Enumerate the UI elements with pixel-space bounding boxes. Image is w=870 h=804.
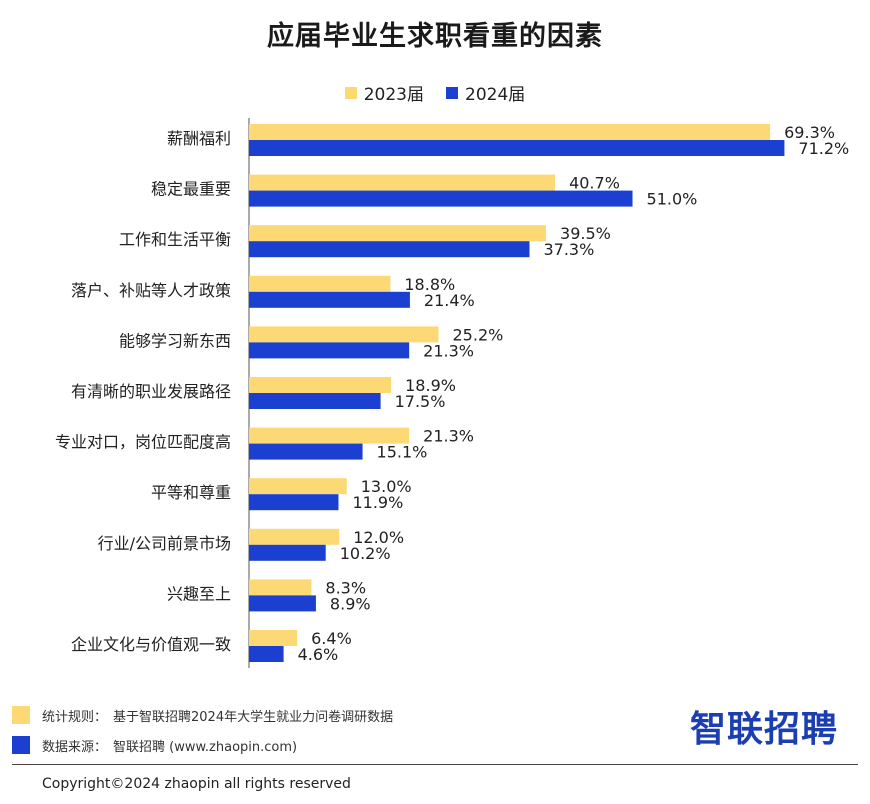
legend-item-2023: 2023届 [344,80,424,105]
bar-2023 [249,478,347,495]
footnote-swatch-blue [12,736,30,754]
footnote-rule-label: 统计规则： [42,709,108,725]
footnote-source-label: 数据来源： [42,739,108,755]
bar-2024 [249,393,381,409]
chart-title: 应届毕业生求职看重的因素 [267,21,603,52]
bar-2023 [249,579,312,596]
category-label: 稳定最重要 [151,180,231,199]
category-label: 落户、补贴等人才政策 [71,281,231,300]
data-label-2024: 17.5% [395,392,446,411]
category-label: 行业/公司前景市场 [98,534,231,553]
bar-2023 [249,377,392,393]
bar-2023 [249,630,298,646]
data-label-2023: 18.9% [405,376,456,395]
legend-swatch-2023 [344,86,357,99]
data-label-2023: 69.3% [784,123,835,142]
category-label: 薪酬福利 [167,129,231,148]
footnote-rule-text: 基于智联招聘2024年大学生就业力问卷调研数据 [113,709,394,725]
legend-label-2024: 2024届 [465,85,526,105]
legend-label-2023: 2023届 [363,85,424,105]
bar-2024 [249,241,530,258]
brand-logo: 智联招聘 [690,709,839,750]
data-label-2023: 21.3% [423,427,474,446]
data-label-2023: 13.0% [361,477,412,496]
data-label-2024: 71.2% [798,139,849,158]
data-label-2024: 21.4% [424,291,475,310]
bar-2024 [249,291,410,308]
data-label-2024: 10.2% [340,544,391,563]
category-label: 兴趣至上 [167,584,231,603]
bar-2024 [249,342,410,359]
copyright-text: Copyright©2024 zhaopin all rights reserv… [42,776,351,792]
footnote-rule: 统计规则： 基于智联招聘2024年大学生就业力问卷调研数据 [12,700,393,730]
category-label: 工作和生活平衡 [119,230,231,249]
data-label-2024: 15.1% [377,443,428,462]
footnote-source: 数据来源： 智联招聘 (www.zhaopin.com) [12,730,393,760]
footnote-source-text: 智联招聘 (www.zhaopin.com) [113,739,298,755]
legend-item-2024: 2024届 [446,80,525,105]
footnote-swatch-yellow [12,706,30,724]
bar-2023 [249,174,556,191]
data-label-2023: 40.7% [569,174,620,193]
bar-2024 [249,140,785,156]
data-label-2024: 8.9% [330,594,371,613]
footnotes: 统计规则： 基于智联招聘2024年大学生就业力问卷调研数据 数据来源： 智联招聘… [12,700,393,760]
category-label: 平等和尊重 [151,483,231,502]
bar-2023 [249,275,391,292]
data-label-2023: 6.4% [311,629,352,648]
footer-divider [12,764,858,765]
bar-2023 [249,528,340,545]
data-label-2023: 8.3% [325,578,366,597]
bar-2024 [249,595,316,612]
chart-legend: 2023届 2024届 [0,80,870,105]
data-label-2024: 37.3% [543,240,594,259]
bar-chart: 薪酬福利 69.3%71.2% 稳定最重要 40.7% 51.0% 工作和生活平衡 39.5… [55,118,849,668]
data-label-2023: 39.5% [560,224,611,243]
bar-2024 [249,443,363,460]
data-label-2024: 11.9% [352,493,403,512]
data-label-2023: 25.2% [453,325,504,344]
category-label: 有清晰的职业发展路径 [71,382,231,401]
bar-2024 [249,494,339,511]
category-label: 企业文化与价值观一致 [71,635,231,654]
bar-2024 [249,646,284,662]
data-label-2023: 12.0% [353,528,404,547]
data-label-2024: 21.3% [423,341,474,360]
data-label-2024: 4.6% [298,645,339,664]
bar-2023 [249,427,410,444]
data-label-2024: 51.0% [647,190,698,209]
bar-2024 [249,544,326,561]
legend-swatch-2024 [446,86,458,99]
bar-2023 [249,124,771,140]
data-label-2023: 18.8% [404,275,455,294]
bar-2023 [249,225,547,242]
bar-2024 [249,190,633,207]
bar-2023 [249,326,439,343]
category-label: 能够学习新东西 [119,331,231,350]
category-label: 专业对口，岗位匹配度高 [55,433,231,452]
